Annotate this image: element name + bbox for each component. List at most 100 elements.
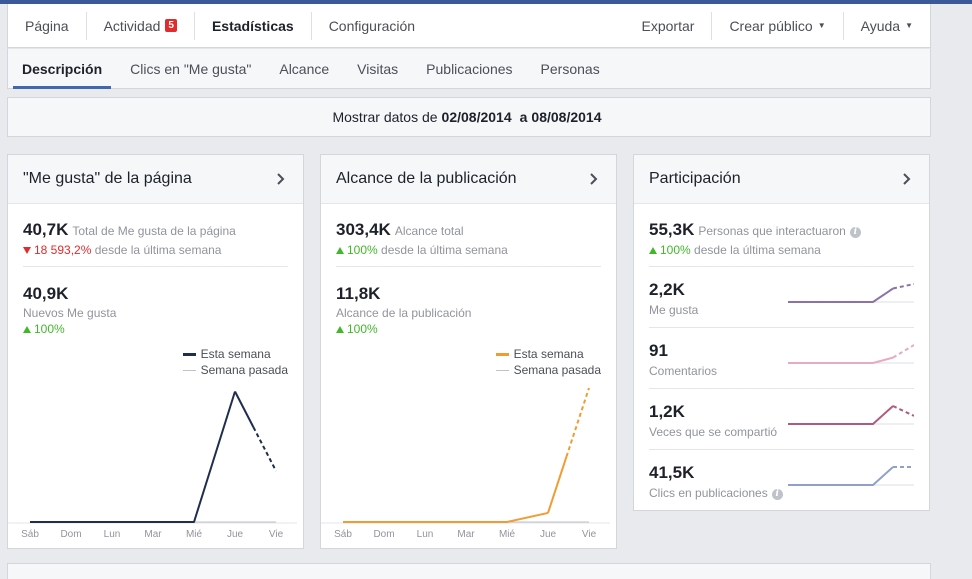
delta-value: 100%	[347, 243, 378, 257]
delta-suffix: desde la última semana	[694, 243, 821, 257]
subtab-visitas[interactable]: Visitas	[348, 49, 407, 88]
row-value: 1,2K	[649, 402, 685, 421]
sparkline-series	[788, 405, 894, 425]
total-reach-metric: 303,4K Alcance total 100% desde la última…	[336, 220, 508, 257]
subtab-label: Personas	[540, 60, 600, 77]
subtab-label: Alcance	[279, 60, 330, 77]
info-icon[interactable]: i	[849, 227, 861, 238]
date-range-bar: Mostrar datos de 02/08/2014 a 08/08/2014	[7, 97, 931, 137]
divider	[842, 11, 844, 40]
x-tick-label: Vie	[269, 529, 284, 540]
chevron-right-icon	[590, 173, 598, 185]
subtab-descripcion[interactable]: Descripción	[13, 49, 112, 89]
date-range-prefix: Mostrar datos de	[332, 109, 438, 125]
sparkline	[788, 344, 914, 364]
tab-actividad[interactable]: Actividad 5	[87, 4, 194, 48]
up-arrow-icon	[23, 326, 31, 333]
legend-item: Semana pasada	[495, 362, 601, 378]
page-likes-card: "Me gusta" de la página 40,7K Total de Me…	[7, 154, 304, 549]
post-reach-metric: 11,8K Alcance de la publicación 100%	[336, 284, 471, 336]
divider	[336, 266, 601, 267]
export-button[interactable]: Exportar	[625, 4, 712, 48]
sparkline-series	[788, 356, 894, 364]
sparkline	[788, 405, 914, 425]
series-segment-partial-day	[252, 426, 277, 472]
legend-label: Semana pasada	[513, 363, 601, 377]
legend-item: Semana pasada	[182, 362, 288, 378]
subtab-clics-me-gusta[interactable]: Clics en "Me gusta"	[121, 49, 260, 88]
create-audience-dropdown[interactable]: Crear público ▼	[712, 4, 842, 48]
legend-label: Esta semana	[200, 347, 271, 361]
new-likes-metric: 40,9K Nuevos Me gusta 100%	[23, 284, 116, 336]
post-reach-card-header[interactable]: Alcance de la publicación	[321, 155, 616, 204]
date-joiner: a	[519, 109, 528, 125]
caret-down-icon: ▼	[905, 21, 913, 30]
total-likes-metric: 40,7K Total de Me gusta de la página 18 5…	[23, 220, 236, 257]
divider	[310, 11, 312, 40]
legend-label: Esta semana	[513, 347, 584, 361]
series-segment-this-week	[234, 391, 255, 428]
divider	[711, 11, 713, 40]
divider	[649, 388, 914, 389]
sparkline-series	[788, 287, 894, 303]
chevron-right-icon	[903, 173, 911, 185]
sparkline-partial-day	[892, 344, 914, 359]
subtab-personas[interactable]: Personas	[532, 49, 609, 88]
metric-value: 11,8K	[336, 284, 381, 303]
series-segment-partial-day	[565, 387, 590, 458]
help-label: Ayuda	[860, 17, 901, 34]
info-icon[interactable]: i	[771, 489, 783, 500]
engagement-card-header[interactable]: Participación	[634, 155, 929, 204]
metric-value: 303,4K	[336, 220, 391, 239]
row-label: Me gusta	[649, 303, 699, 317]
divider	[85, 11, 87, 40]
engagement-row-likes: 2,2K Me gusta	[649, 280, 914, 341]
divider	[649, 266, 914, 267]
engagement-row-shares: 1,2K Veces que se compartió	[649, 402, 914, 463]
legend-swatch	[495, 352, 509, 356]
tab-label: Configuración	[328, 17, 416, 34]
tab-configuracion[interactable]: Configuración	[312, 4, 432, 48]
metric-delta: 100% desde la última semana	[336, 243, 508, 257]
metric-value: 55,3K	[649, 220, 695, 239]
row-label: Clics en publicaciones i	[649, 486, 783, 500]
delta-value: 100%	[347, 322, 378, 336]
next-section-strip	[7, 563, 931, 579]
metric-label: Alcance total	[394, 224, 464, 238]
topnav-right: Exportar Crear público ▼ Ayuda ▼	[625, 4, 930, 48]
series-line-this-week	[30, 391, 236, 523]
card-title: Participación	[649, 170, 741, 187]
page-likes-card-header[interactable]: "Me gusta" de la página	[8, 155, 303, 204]
row-label: Comentarios	[649, 364, 718, 378]
down-arrow-icon	[23, 247, 31, 254]
sparkline	[788, 466, 914, 486]
x-tick-label: Dom	[373, 529, 394, 540]
sparkline-partial-day	[892, 283, 914, 290]
series-line-this-week	[343, 511, 549, 523]
caret-down-icon: ▼	[817, 21, 826, 30]
help-dropdown[interactable]: Ayuda ▼	[844, 4, 930, 48]
metric-delta: 100% desde la última semana	[649, 243, 861, 257]
x-tick-label: Mié	[186, 529, 203, 540]
row-value: 91	[649, 341, 668, 360]
date-to: 08/08/2014	[531, 109, 602, 125]
up-arrow-icon	[649, 247, 657, 254]
subtab-alcance[interactable]: Alcance	[270, 49, 338, 88]
metric-value: 40,7K	[23, 220, 69, 239]
tab-pagina[interactable]: Página	[8, 4, 86, 48]
top-blue-line	[0, 0, 972, 4]
subtab-publicaciones[interactable]: Publicaciones	[417, 49, 521, 88]
post-reach-chart: Sáb Dom Lun Mar Mié Jue Vie	[321, 387, 610, 540]
x-tick-label: Jue	[540, 529, 557, 540]
post-reach-card: Alcance de la publicación 303,4K Alcance …	[320, 154, 617, 549]
tab-estadisticas[interactable]: Estadísticas	[195, 4, 311, 48]
engagement-row-comments: 91 Comentarios	[649, 341, 914, 402]
legend-swatch	[182, 369, 196, 371]
sparkline-partial-day	[892, 405, 914, 417]
legend-swatch	[495, 369, 509, 371]
metric-label: Alcance de la publicación	[336, 306, 472, 320]
x-tick-label: Jue	[227, 529, 244, 540]
chart-legend: Esta semana Semana pasada	[495, 346, 601, 378]
tab-label: Actividad	[103, 17, 161, 34]
up-arrow-icon	[336, 326, 344, 333]
